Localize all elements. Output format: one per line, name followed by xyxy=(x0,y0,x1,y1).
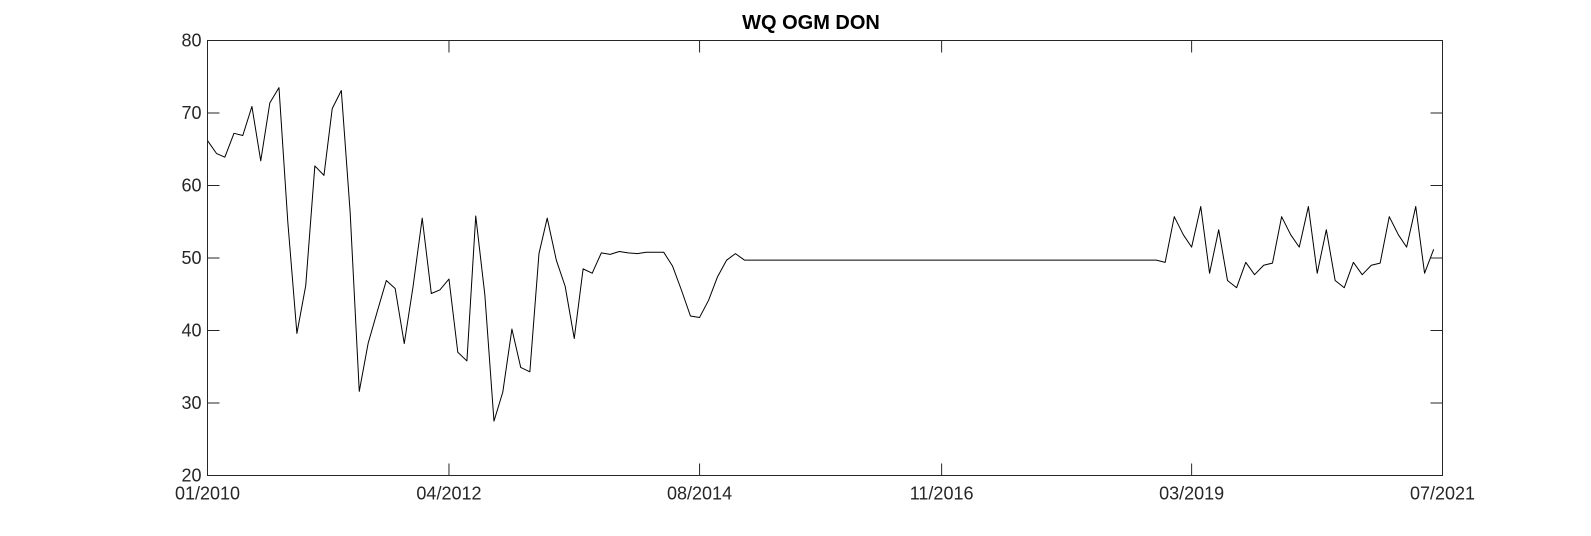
x-tick-label: 07/2021 xyxy=(1410,484,1475,504)
y-tick-label: 60 xyxy=(181,176,201,196)
y-tick-label: 50 xyxy=(181,248,201,268)
chart-title: WQ OGM DON xyxy=(742,12,880,34)
x-tick-label: 03/2019 xyxy=(1159,484,1224,504)
y-tick-label: 70 xyxy=(181,103,201,123)
plot-frame xyxy=(207,40,1443,476)
series-layer xyxy=(207,87,1435,422)
y-tick-label: 30 xyxy=(181,393,201,413)
axis-tick-labels: 20 30 40 50 60 70 80 01/2010 04/2012 08/2014 11/20… xyxy=(175,31,1475,504)
x-tick-label: 08/2014 xyxy=(667,484,732,504)
y-tick-label: 40 xyxy=(181,321,201,341)
series-line xyxy=(207,87,1435,422)
x-tick-label: 01/2010 xyxy=(175,484,240,504)
x-tick-label: 04/2012 xyxy=(416,484,481,504)
axis-ticks xyxy=(207,40,1443,476)
x-tick-label: 11/2016 xyxy=(910,484,974,504)
y-tick-label: 20 xyxy=(181,466,201,486)
y-tick-label: 80 xyxy=(181,31,201,51)
